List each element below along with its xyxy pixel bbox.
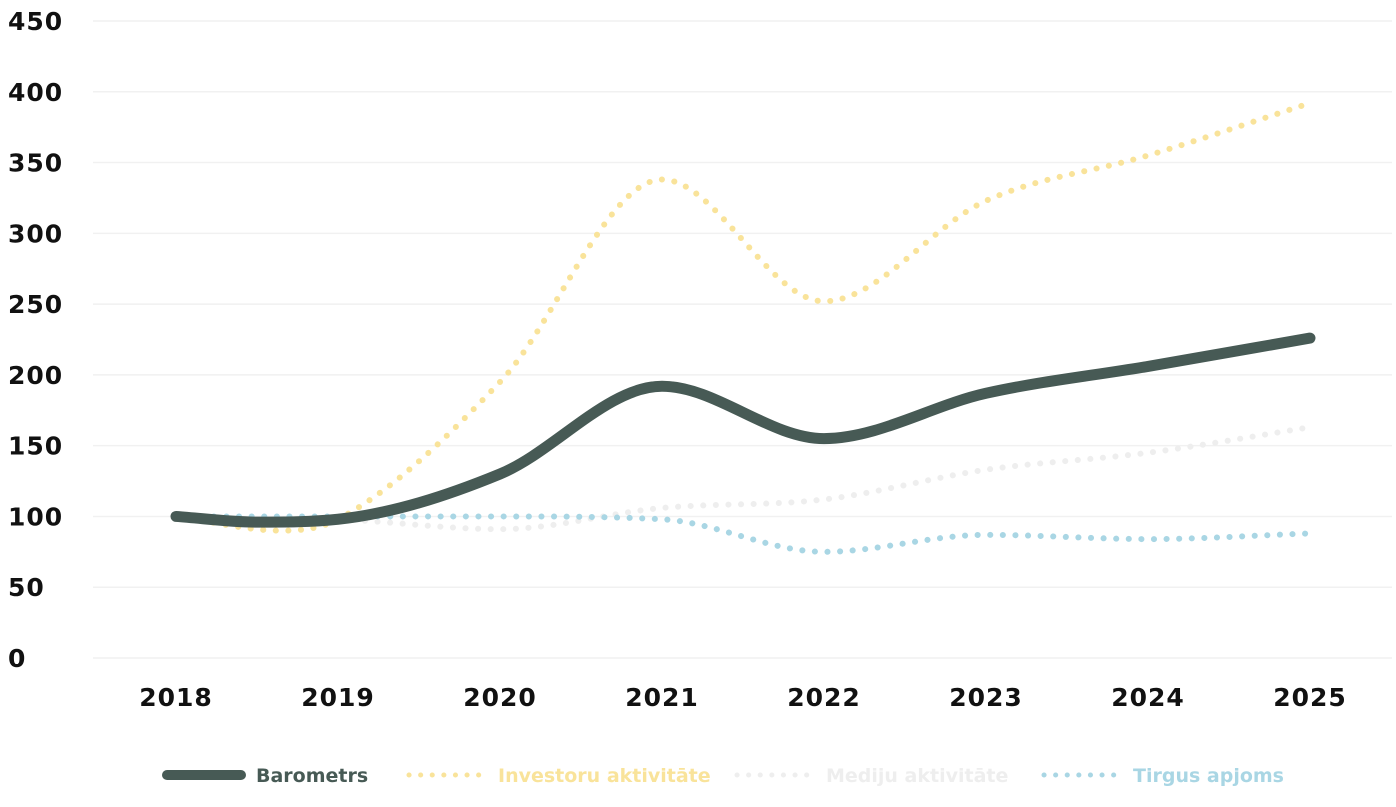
series-line-1 bbox=[173, 100, 1313, 534]
y-tick-label: 100 bbox=[8, 502, 63, 531]
grid-lines bbox=[93, 20, 1392, 659]
series-line-3 bbox=[173, 513, 1313, 555]
x-tick-label: 2019 bbox=[301, 683, 375, 712]
x-tick-label: 2018 bbox=[139, 683, 213, 712]
series-lines bbox=[170, 100, 1316, 555]
x-tick-label: 2022 bbox=[787, 683, 861, 712]
y-tick-label: 300 bbox=[8, 219, 63, 248]
legend-label-1: Investoru aktivitāte bbox=[498, 765, 711, 787]
x-tick-label: 2020 bbox=[463, 683, 537, 712]
y-tick-label: 50 bbox=[8, 573, 45, 602]
x-tick-label: 2021 bbox=[625, 683, 699, 712]
y-tick-label: 350 bbox=[8, 149, 63, 178]
x-tick-label: 2024 bbox=[1111, 683, 1185, 712]
legend-label-2: Mediju aktivitāte bbox=[826, 765, 1008, 787]
legend-label-0: Barometrs bbox=[256, 765, 368, 787]
y-tick-label: 400 bbox=[8, 78, 63, 107]
legend: Barometrs Investoru aktivitāte Mediju akti… bbox=[162, 765, 1284, 787]
legend-label-3: Tirgus apjoms bbox=[1133, 765, 1284, 787]
y-tick-label: 200 bbox=[8, 361, 63, 390]
y-tick-label: 450 bbox=[8, 7, 63, 36]
x-tick-label: 2023 bbox=[949, 683, 1023, 712]
series-line-0 bbox=[170, 332, 1316, 528]
y-tick-label: 0 bbox=[8, 644, 26, 673]
y-axis-ticks: 0 50 100 150 200 250 300 350 400 450 bbox=[8, 7, 63, 673]
x-tick-label: 2025 bbox=[1273, 683, 1347, 712]
x-axis-ticks: 2018 2019 2020 2021 2022 2023 2024 2025 bbox=[139, 683, 1347, 712]
y-tick-label: 150 bbox=[8, 432, 63, 461]
y-tick-label: 250 bbox=[8, 290, 63, 319]
series-line-2 bbox=[173, 424, 1313, 533]
